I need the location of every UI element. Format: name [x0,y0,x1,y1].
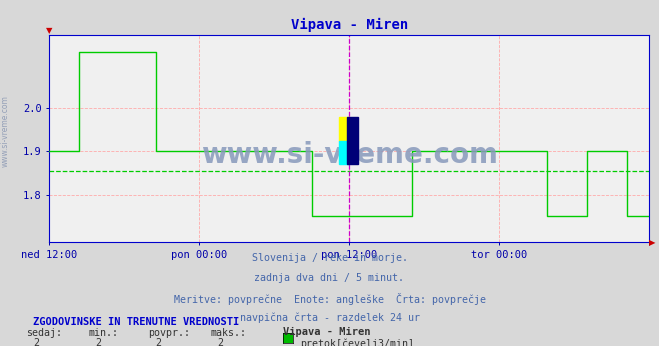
Text: pretok[čevelj3/min]: pretok[čevelj3/min] [300,338,414,346]
Text: 2: 2 [217,338,223,346]
Text: ZGODOVINSKE IN TRENUTNE VREDNOSTI: ZGODOVINSKE IN TRENUTNE VREDNOSTI [33,317,239,327]
Text: sedaj:: sedaj: [26,328,63,338]
Text: Slovenija / reke in morje.: Slovenija / reke in morje. [252,253,407,263]
Text: povpr.:: povpr.: [148,328,190,338]
Bar [347,117,358,164]
Bar [339,140,349,164]
Text: min.:: min.: [89,328,119,338]
Text: www.si-vreme.com: www.si-vreme.com [1,95,10,167]
Text: Vipava - Miren: Vipava - Miren [283,327,371,337]
Title: Vipava - Miren: Vipava - Miren [291,18,408,32]
Text: Meritve: povprečne  Enote: angleške  Črta: povprečje: Meritve: povprečne Enote: angleške Črta:… [173,293,486,305]
Bar [339,117,349,140]
Text: www.si-vreme.com: www.si-vreme.com [201,141,498,169]
Text: navpična črta - razdelek 24 ur: navpična črta - razdelek 24 ur [239,313,420,323]
Text: ▶: ▶ [649,238,656,247]
Text: 2: 2 [155,338,161,346]
Text: 2: 2 [33,338,39,346]
Text: 2: 2 [96,338,101,346]
Text: zadnja dva dni / 5 minut.: zadnja dva dni / 5 minut. [254,273,405,283]
Text: ▼: ▼ [46,26,53,35]
Text: maks.:: maks.: [211,328,247,338]
